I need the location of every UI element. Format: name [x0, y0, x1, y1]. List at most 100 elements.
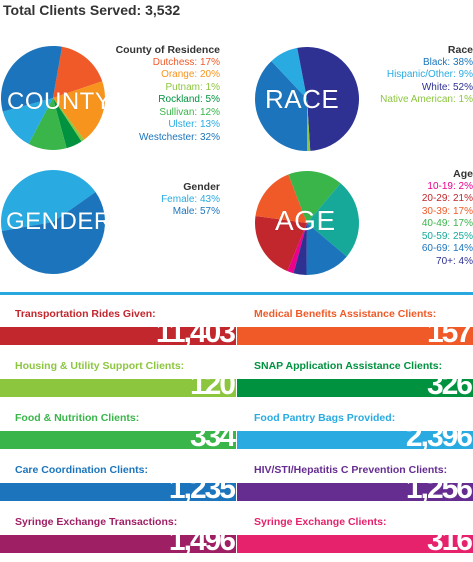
- county-legend-item-rockland: Rockland: 5%: [158, 94, 220, 105]
- stat-label: Food Pantry Bags Provided:: [254, 412, 396, 424]
- stat-value: 157: [426, 316, 473, 349]
- gender-legend-title: Gender: [183, 181, 220, 193]
- stat-housing-utility-support-clients: Housing & Utility Support Clients: 120: [0, 356, 236, 403]
- stat-syringe-exchange-clients: Syringe Exchange Clients: 316: [237, 512, 473, 559]
- race-legend: Race Black: 38% Hispanic/Other: 9% White: …: [380, 44, 473, 107]
- stat-transportation-rides-given: Transportation Rides Given: 11,403: [0, 304, 236, 351]
- county-slice-putnam: [53, 98, 85, 142]
- stat-snap-application-assistance-clients: SNAP Application Assistance Clients: 326: [237, 356, 473, 403]
- race-slice-black: [255, 61, 307, 152]
- stat-bar: [0, 327, 236, 345]
- race-legend-item-black: Black: 38%: [422, 56, 473, 68]
- stat-value: 2,396: [405, 420, 473, 453]
- stat-bar: [0, 379, 236, 397]
- county-slice-westchester: [0, 46, 63, 112]
- total-clients-label: Total Clients Served:: [3, 2, 142, 18]
- stat-value: 11,403: [155, 316, 236, 349]
- gender-slice-male: [1, 192, 106, 274]
- age-legend-item-60-69: 60-69: 14%: [421, 243, 473, 254]
- age-slice-10-19: [287, 223, 307, 274]
- stat-label: Medical Benefits Assistance Clients:: [254, 308, 437, 320]
- age-legend-item-30-39: 30-39: 17%: [421, 205, 473, 217]
- stat-bar: [237, 535, 473, 553]
- county-slice-dutchess: [53, 46, 103, 98]
- stat-label: Housing & Utility Support Clients:: [15, 360, 185, 372]
- county-legend-title: County of Residence: [115, 44, 220, 56]
- age-slice-40-49: [288, 171, 341, 223]
- stat-medical-benefits-assistance-clients: Medical Benefits Assistance Clients: 157: [237, 304, 473, 351]
- county-slice-orange: [53, 81, 105, 140]
- stat-bar: [237, 483, 473, 501]
- age-legend-title: Age: [453, 168, 473, 180]
- county-legend-item-orange: Orange: 20%: [161, 69, 220, 80]
- gender-pie: [0, 170, 106, 274]
- stat-care-coordination-clients: Care Coordination Clients: 1,235: [0, 460, 236, 507]
- age-legend-item-50-59: 50-59: 25%: [421, 230, 473, 242]
- age-slice-70: [293, 223, 307, 275]
- county-slice-ulster: [2, 98, 54, 144]
- stat-value: 316: [426, 524, 473, 557]
- stat-bar: [0, 483, 236, 501]
- gender-pie-label: GENDER: [6, 208, 112, 235]
- age-legend-item-10-19: 10-19: 2%: [427, 180, 473, 192]
- age-slice-30-39: [255, 174, 307, 223]
- stat-bar: [237, 379, 473, 397]
- age-slice-50-59: [307, 183, 359, 257]
- stat-label: Care Coordination Clients:: [15, 464, 149, 476]
- race-legend-item-native-american: Native American: 1%: [380, 94, 473, 105]
- stat-label: SNAP Application Assistance Clients:: [254, 360, 443, 372]
- county-legend-item-putnam: Putnam: 1%: [165, 81, 220, 93]
- age-legend-item-20-29: 20-29: 21%: [421, 193, 473, 204]
- gender-legend: Gender Female: 43% Male: 57%: [161, 181, 220, 219]
- stat-label: Food & Nutrition Clients:: [15, 412, 140, 424]
- race-legend-title: Race: [447, 44, 473, 56]
- stat-label: HIV/STI/Hepatitis C Prevention Clients:: [254, 464, 448, 476]
- stat-label: Syringe Exchange Clients:: [254, 516, 387, 528]
- age-legend: Age 10-19: 2% 20-29: 21% 30-39: 17% 40-49: …: [422, 168, 473, 268]
- stat-value: 326: [426, 368, 473, 401]
- age-slice-20-29: [255, 215, 307, 272]
- gender-slice-female: [0, 170, 96, 232]
- race-legend-item-hispanic-other: Hispanic/Other: 9%: [386, 69, 473, 80]
- age-pie-label: AGE: [275, 205, 336, 236]
- stat-food-nutrition-clients: Food & Nutrition Clients: 334: [0, 408, 236, 455]
- stat-bar: [0, 535, 236, 553]
- county-legend-item-ulster: Ulster: 13%: [168, 119, 220, 130]
- stat-label: Syringe Exchange Transactions:: [15, 516, 178, 528]
- age-legend-item-70: 70+: 4%: [436, 255, 473, 267]
- age-legend-item-40-49: 40-49: 17%: [421, 218, 473, 229]
- total-clients: Total Clients Served: 3,532: [3, 2, 180, 18]
- gender-legend-item-female: Female: 43%: [161, 193, 220, 205]
- age-slice-60-69: [306, 223, 347, 275]
- stat-value: 334: [189, 420, 236, 453]
- age-pie: [255, 171, 359, 275]
- county-pie: [0, 46, 105, 150]
- county-slice-sullivan: [28, 98, 67, 150]
- stat-value: 1,256: [405, 472, 473, 505]
- stat-hiv-sti-hepatitis-c-prevention-clients: HIV/STI/Hepatitis C Prevention Clients: 1…: [237, 460, 473, 507]
- race-slice-hispanic-other: [271, 47, 307, 99]
- county-pie-label: COUNTY: [7, 88, 112, 115]
- race-pie-label: RACE: [265, 84, 340, 114]
- race-slice-native-american: [307, 99, 311, 151]
- gender-legend-item-male: Male: 57%: [172, 206, 220, 217]
- stat-value: 1,235: [168, 472, 236, 505]
- county-legend-item-sullivan: Sullivan: 12%: [159, 106, 220, 118]
- race-pie: [255, 47, 359, 152]
- stat-syringe-exchange-transactions: Syringe Exchange Transactions: 1,496: [0, 512, 236, 559]
- stat-value: 120: [189, 368, 236, 401]
- stat-food-pantry-bags-provided: Food Pantry Bags Provided: 2,396: [237, 408, 473, 455]
- county-legend: County of Residence Dutchess: 17% Orange:…: [116, 44, 220, 144]
- stat-bar: [0, 431, 236, 449]
- total-clients-value: 3,532: [145, 2, 181, 18]
- stat-value: 1,496: [168, 524, 236, 557]
- race-legend-item-white: White: 52%: [421, 81, 473, 93]
- county-legend-item-westchester: Westchester: 32%: [139, 131, 220, 143]
- stat-bar: [237, 431, 473, 449]
- stat-bar: [237, 327, 473, 345]
- stat-label: Transportation Rides Given:: [15, 308, 156, 320]
- county-slice-rockland: [53, 98, 82, 149]
- race-slice-white: [297, 47, 359, 151]
- county-legend-item-dutchess: Dutchess: 17%: [152, 56, 220, 68]
- section-divider: [0, 292, 473, 295]
